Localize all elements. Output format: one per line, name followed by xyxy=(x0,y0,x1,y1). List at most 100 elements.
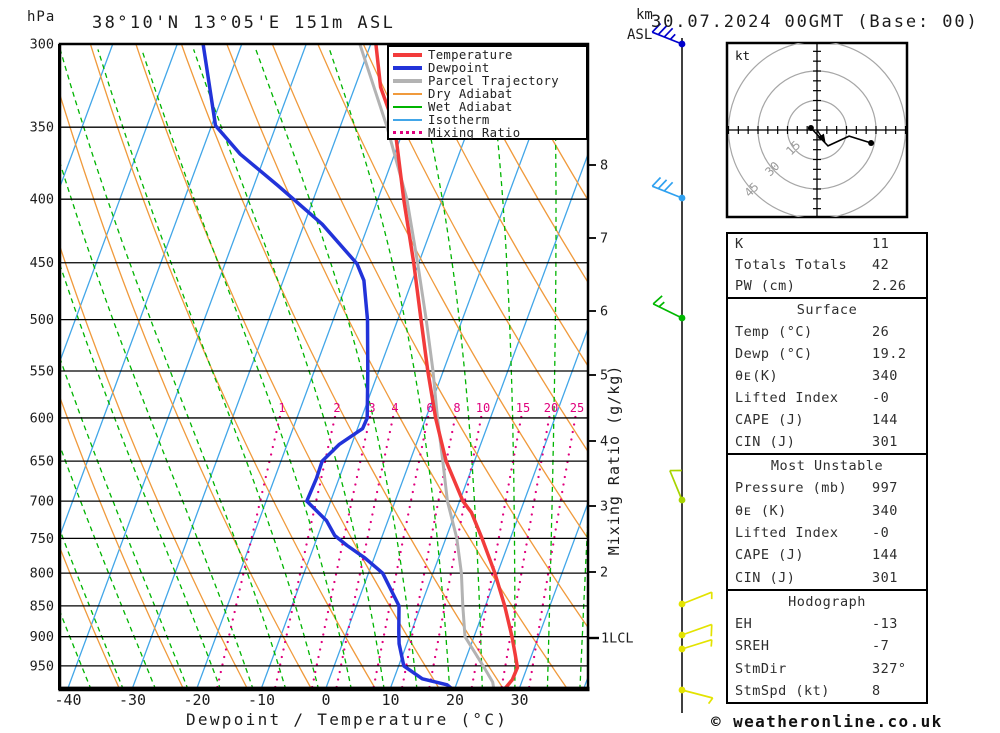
svg-text:850: 850 xyxy=(30,598,54,614)
legend-item: Mixing Ratio xyxy=(389,125,586,140)
table-row: CIN (J) 301 xyxy=(728,567,926,589)
temperature-tick-labels: -40 -30 -20 -10 0 10 20 30 xyxy=(54,691,528,709)
plot-frame xyxy=(58,42,590,692)
pressure-unit-label: hPa xyxy=(27,9,56,25)
legend-item: Dewpoint xyxy=(389,60,586,75)
row-value: 2.26 xyxy=(872,278,907,294)
row-label: StmSpd (kt) xyxy=(735,682,830,699)
table-row: Lifted Index -0 xyxy=(728,522,926,544)
svg-text:6: 6 xyxy=(600,304,608,320)
svg-text:20: 20 xyxy=(446,691,464,709)
svg-text:950: 950 xyxy=(30,658,54,674)
svg-text:500: 500 xyxy=(30,312,54,328)
hodograph-trace xyxy=(810,127,872,147)
altitude-asl-label: ASL xyxy=(627,27,653,43)
legend-item: Dry Adiabat xyxy=(389,86,586,101)
mixing-ratio-labels: 1 2 3 4 6 8 10 15 20 25 xyxy=(278,401,584,415)
svg-text:3: 3 xyxy=(368,401,375,415)
temperature-curve xyxy=(374,44,520,688)
row-value: 144 xyxy=(872,412,898,428)
wind-barb xyxy=(678,638,713,653)
svg-text:15: 15 xyxy=(516,401,530,415)
svg-text:1LCL: 1LCL xyxy=(601,631,634,647)
svg-text:10: 10 xyxy=(381,691,399,709)
svg-text:-30: -30 xyxy=(119,691,146,709)
svg-text:8: 8 xyxy=(453,401,460,415)
svg-text:20: 20 xyxy=(544,401,558,415)
table-row: θᴇ(K) 340 xyxy=(728,365,926,387)
row-value: -0 xyxy=(872,390,890,406)
plot-area xyxy=(60,44,588,688)
svg-text:350: 350 xyxy=(30,120,54,136)
svg-text:4: 4 xyxy=(391,401,398,415)
table-surface: Surface Temp (°C) 26 Dewp (°C) 19.2 θᴇ(K) 340 L… xyxy=(726,297,928,455)
svg-text:3: 3 xyxy=(600,499,608,515)
table-row: SREH -7 xyxy=(728,635,926,657)
row-label: PW (cm) xyxy=(735,278,796,294)
svg-text:900: 900 xyxy=(30,629,54,645)
page-title: 38°10'N 13°05'E 151m ASL xyxy=(92,13,396,33)
row-value: 997 xyxy=(872,480,898,497)
legend-swatch-dotted xyxy=(393,131,422,134)
svg-text:300: 300 xyxy=(30,37,54,53)
svg-text:-10: -10 xyxy=(248,691,275,709)
svg-text:0: 0 xyxy=(321,691,330,709)
isotherm-lines xyxy=(60,44,588,688)
svg-text:6: 6 xyxy=(426,401,433,415)
legend-swatch-thin xyxy=(393,118,422,121)
hodograph-trace-dot xyxy=(807,125,814,132)
legend-swatch-thin xyxy=(393,92,422,95)
row-label: EH xyxy=(735,616,753,633)
svg-text:450: 450 xyxy=(30,255,54,271)
legend-label: Wet Adiabat xyxy=(428,99,513,114)
wind-barb-column xyxy=(651,22,714,713)
row-value: 11 xyxy=(872,236,890,252)
table-header: Most Unstable xyxy=(770,458,884,474)
svg-text:4: 4 xyxy=(600,434,608,450)
legend-swatch-thick xyxy=(393,65,422,70)
table-row: EH -13 xyxy=(728,613,926,635)
row-label: Dewp (°C) xyxy=(735,346,813,362)
legend-item: Isotherm xyxy=(389,112,586,127)
svg-text:1: 1 xyxy=(278,401,285,415)
parcel-curve xyxy=(358,44,496,688)
wet-adiabat-lines xyxy=(60,49,588,688)
legend-swatch-thin xyxy=(393,105,422,108)
svg-text:5: 5 xyxy=(600,368,608,384)
svg-text:-20: -20 xyxy=(183,691,210,709)
row-label: Temp (°C) xyxy=(735,324,813,340)
dewpoint-curve xyxy=(201,44,453,688)
table-row: K 11 xyxy=(728,234,926,255)
row-value: 327° xyxy=(872,660,907,677)
table-row: Dewp (°C) 19.2 xyxy=(728,343,926,365)
table-indices: K 11 Totals Totals 42 PW (cm) 2.26 xyxy=(726,232,928,299)
hodograph-trace-dot xyxy=(868,139,875,146)
x-axis-label: Dewpoint / Temperature (°C) xyxy=(186,710,509,729)
table-row: StmSpd (kt) 8 xyxy=(728,680,926,702)
legend-label: Parcel Trajectory xyxy=(428,73,559,88)
row-label: Pressure (mb) xyxy=(735,480,848,497)
legend-label: Mixing Ratio xyxy=(428,125,521,140)
svg-text:550: 550 xyxy=(30,364,54,380)
table-row: Totals Totals 42 xyxy=(728,255,926,276)
row-label: CIN (J) xyxy=(735,434,796,450)
svg-text:650: 650 xyxy=(30,454,54,470)
svg-text:7: 7 xyxy=(600,231,608,247)
table-row: θᴇ (K) 340 xyxy=(728,500,926,522)
row-value: 301 xyxy=(872,434,898,450)
svg-text:700: 700 xyxy=(30,494,54,510)
legend-label: Dewpoint xyxy=(428,60,490,75)
row-label: K xyxy=(735,236,744,252)
row-label: StmDir xyxy=(735,660,787,677)
legend-item: Wet Adiabat xyxy=(389,99,586,114)
table-row: PW (cm) 2.26 xyxy=(728,276,926,297)
table-row: CAPE (J) 144 xyxy=(728,409,926,431)
row-value: 144 xyxy=(872,547,898,564)
row-value: 42 xyxy=(872,257,890,273)
row-value: 340 xyxy=(872,502,898,519)
legend-label: Dry Adiabat xyxy=(428,86,513,101)
legend-label: Isotherm xyxy=(428,112,490,127)
altitude-unit-label: km xyxy=(636,7,653,23)
svg-text:2: 2 xyxy=(600,565,608,581)
